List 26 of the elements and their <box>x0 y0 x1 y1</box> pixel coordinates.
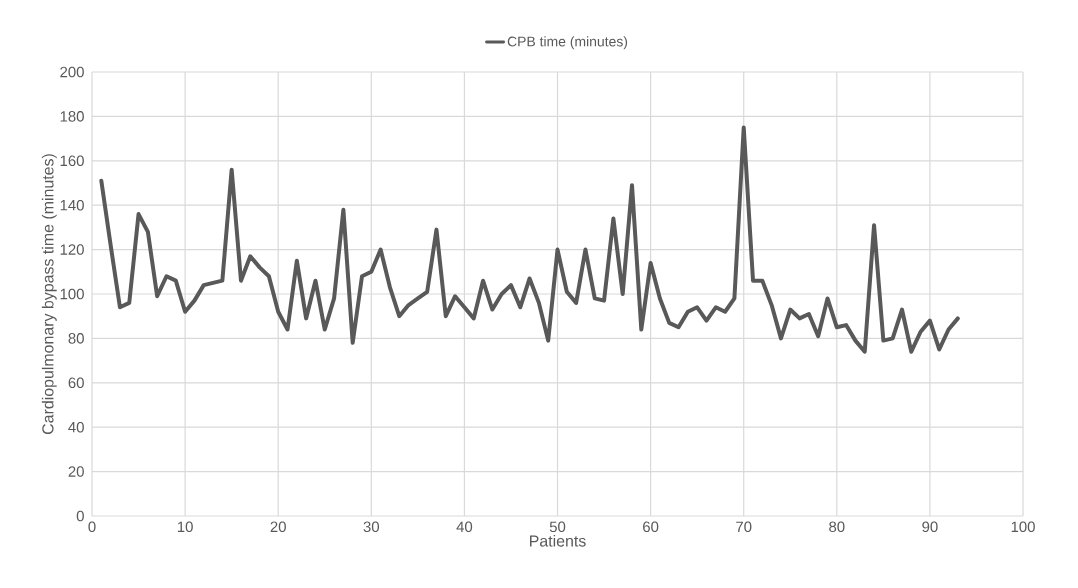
y-tick-label: 100 <box>60 288 84 300</box>
y-tick-label: 160 <box>60 155 84 167</box>
x-tick-label: 80 <box>829 521 845 533</box>
line-series <box>99 125 960 354</box>
x-tick-label: 0 <box>88 521 96 533</box>
x-tick-label: 100 <box>1011 521 1035 533</box>
x-tick-label: 60 <box>643 521 659 533</box>
x-tick-label: 90 <box>922 521 938 533</box>
y-tick-label: 20 <box>68 466 84 477</box>
y-axis-title: Cardiopulmonary bypass time (minutes) <box>41 154 57 435</box>
y-tick-label: 0 <box>76 510 84 522</box>
y-tick-label: 120 <box>60 244 84 255</box>
y-tick-label: 140 <box>60 199 84 211</box>
x-tick-label: 70 <box>736 521 752 533</box>
y-tick-label: 180 <box>60 111 84 122</box>
x-axis-title: Patients <box>530 534 586 547</box>
x-tick-label: 40 <box>456 521 473 533</box>
y-tick-label: 40 <box>68 421 84 433</box>
x-tick-label: 30 <box>363 521 380 533</box>
x-tick-label: 20 <box>270 521 286 533</box>
legend-label: CPB time (minutes) <box>507 36 628 50</box>
x-tick-label: 50 <box>549 521 566 533</box>
y-tick-label: 200 <box>60 66 84 78</box>
x-tick-label: 10 <box>177 521 193 533</box>
y-tick-label: 80 <box>68 333 84 344</box>
y-tick-label: 60 <box>68 377 84 389</box>
